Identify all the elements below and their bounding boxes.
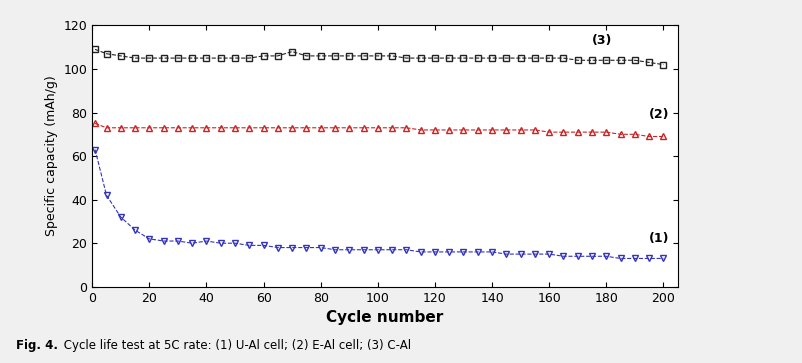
Y-axis label: Specific capacity (mAh/g): Specific capacity (mAh/g) bbox=[45, 76, 58, 236]
Text: Cycle life test at 5C rate: (1) U-Al cell; (2) E-Al cell; (3) C-Al: Cycle life test at 5C rate: (1) U-Al cel… bbox=[60, 339, 411, 352]
Text: (3): (3) bbox=[592, 34, 613, 47]
Text: (1): (1) bbox=[649, 232, 670, 245]
X-axis label: Cycle number: Cycle number bbox=[326, 310, 444, 325]
Text: (2): (2) bbox=[649, 108, 670, 121]
Text: Fig. 4.: Fig. 4. bbox=[16, 339, 58, 352]
